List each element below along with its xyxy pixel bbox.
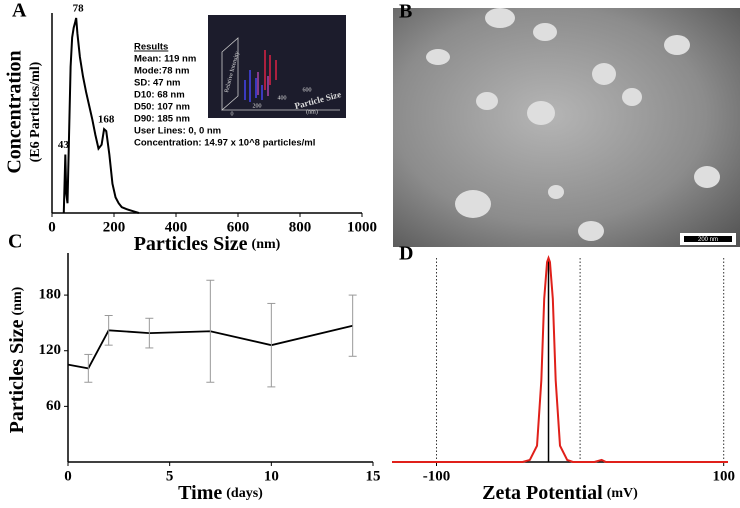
x-axis-label-text: Zeta Potential: [482, 482, 603, 504]
results-line: SD: 47 nm: [134, 78, 180, 89]
tem-image: [393, 8, 740, 247]
scale-bar-label: 200 nm: [698, 237, 718, 243]
inset-tick: 200: [253, 103, 262, 109]
x-axis-label: Zeta Potential (mV): [482, 482, 638, 504]
y-axis-label-text: Particles Size: [6, 319, 28, 433]
x-tick-label: -100: [423, 468, 451, 484]
inset-tick: 0: [231, 111, 234, 117]
x-tick-label: 100: [712, 468, 735, 484]
panel-label: A: [12, 0, 27, 22]
error-bar: [267, 302, 276, 388]
x-tick-label: 400: [165, 219, 188, 235]
results-title: Results: [134, 42, 168, 53]
series-line: [392, 254, 728, 463]
results-line: D10: 68 nm: [134, 90, 185, 101]
error-bar: [206, 279, 215, 383]
x-tick-label: 0: [48, 219, 56, 235]
x-tick-label: 0: [64, 468, 72, 484]
peak-label: 43: [58, 139, 70, 151]
results-line: Mode:78 nm: [134, 66, 189, 77]
panel-label: D: [399, 243, 413, 265]
results-line: Mean: 119 nm: [134, 54, 196, 65]
error-bar: [104, 314, 113, 346]
x-axis-label-unit: (nm): [252, 237, 281, 252]
results-line: Concentration: 14.97 x 10^8 particles/ml: [134, 138, 315, 149]
x-axis-label-unit: (mV): [607, 486, 638, 501]
x-tick-label: 600: [227, 219, 250, 235]
x-axis-label: Particles Size (nm): [134, 233, 281, 255]
x-tick-label: 800: [289, 219, 312, 235]
y-axis-label-unit: (nm): [10, 286, 25, 315]
x-axis-label-text: Time: [178, 482, 222, 504]
inset-3d: [208, 15, 346, 118]
y-axis-label: Particles Size (nm): [6, 286, 28, 433]
results-line: D50: 107 nm: [134, 102, 190, 113]
x-axis-label-unit: (days): [226, 486, 263, 501]
x-tick-label: 15: [366, 468, 381, 484]
x-tick-label: 10: [264, 468, 279, 484]
y-tick-label: 60: [46, 398, 61, 414]
error-bar: [145, 317, 154, 349]
inset-tick: 400: [278, 95, 287, 101]
panel-label: C: [8, 231, 22, 253]
series-line: [62, 17, 140, 214]
x-tick-label: 1000: [347, 219, 377, 235]
inset-x-unit: (nm): [306, 108, 318, 115]
peak-label: 78: [73, 3, 85, 15]
inset-tick: 600: [303, 87, 312, 93]
results-line: D90: 185 nm: [134, 114, 190, 125]
x-axis-label: Time (days): [178, 482, 263, 504]
peak-label: 168: [98, 114, 115, 126]
error-bar: [84, 353, 93, 383]
x-tick-label: 200: [103, 219, 126, 235]
y-tick-label: 120: [39, 342, 62, 358]
x-axis-label-text: Particles Size: [134, 233, 248, 255]
y-axis-label: Concentration: [4, 50, 26, 173]
error-bar: [348, 294, 357, 357]
x-tick-label: 5: [166, 468, 174, 484]
y-tick-label: 180: [39, 287, 62, 303]
panel-label: B: [399, 1, 412, 23]
results-line: User Lines: 0, 0 nm: [134, 126, 221, 137]
y-axis-unit: (E6 Particles/ml): [28, 61, 43, 162]
